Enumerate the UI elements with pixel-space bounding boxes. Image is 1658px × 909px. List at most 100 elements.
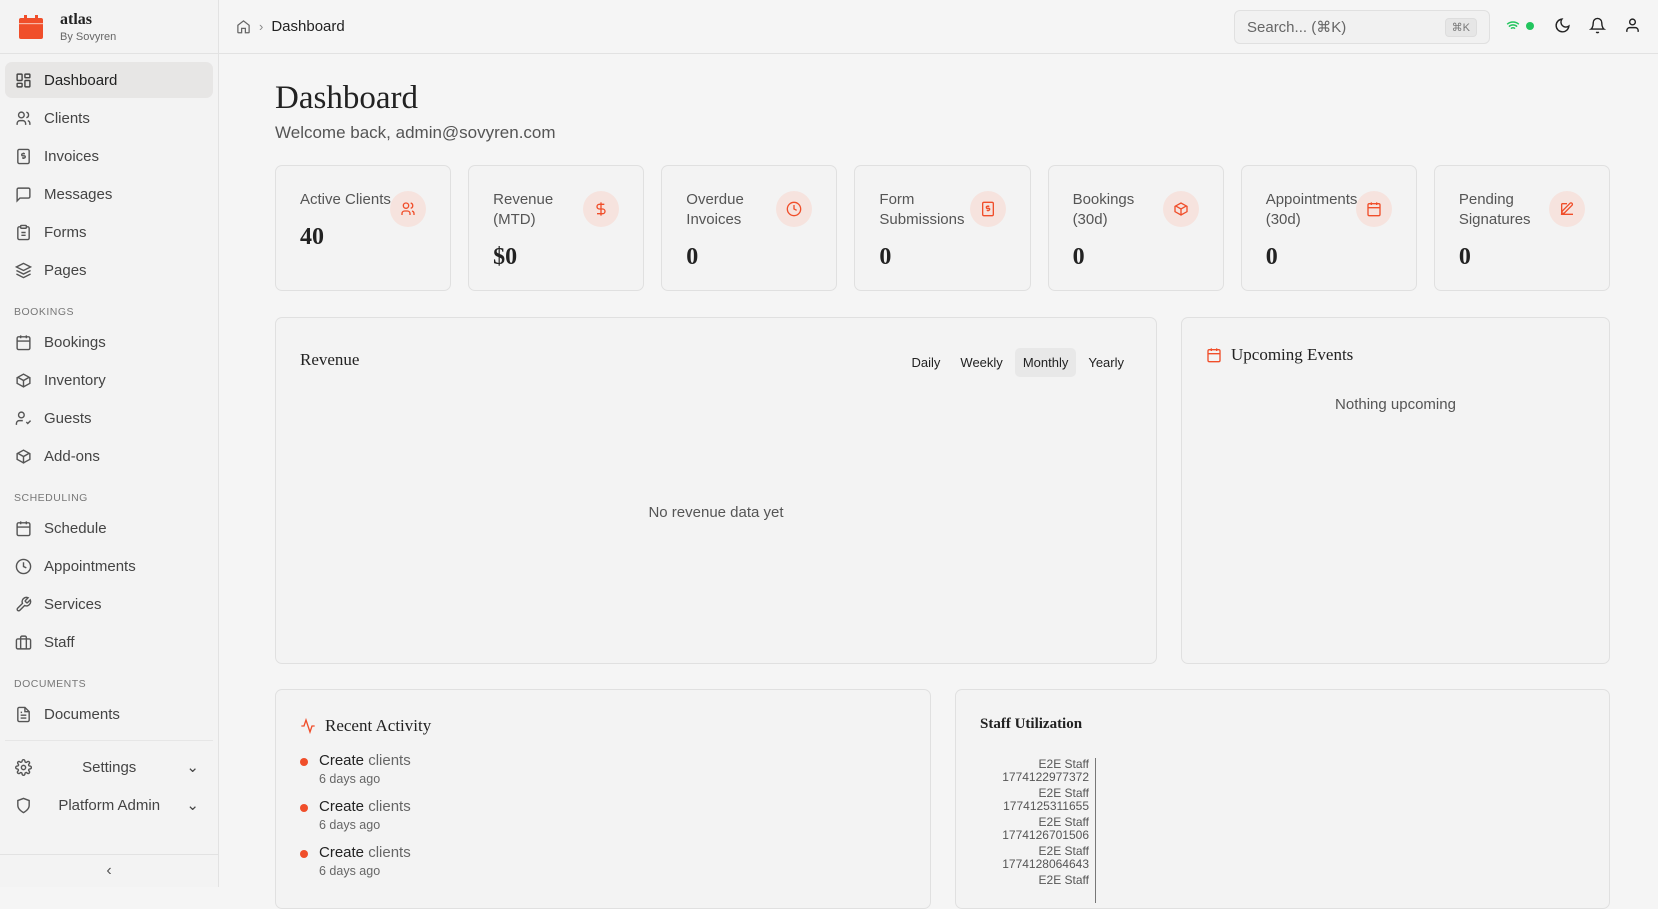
- sidebar-item-dashboard[interactable]: Dashboard: [5, 62, 213, 98]
- shield-icon: [15, 797, 32, 814]
- activity-icon: [301, 718, 315, 734]
- sidebar-bottom: Settings ⌄ Platform Admin ⌄: [5, 740, 213, 825]
- activity-time: 6 days ago: [319, 864, 381, 878]
- tab-weekly[interactable]: Weekly: [960, 355, 1003, 370]
- activity-dot: [300, 758, 308, 766]
- wrench-icon: [15, 596, 32, 613]
- sidebar-item-label: Pages: [44, 261, 87, 279]
- header-actions: [1506, 17, 1658, 34]
- wifi-icon: [1506, 20, 1520, 31]
- box-icon: [1162, 191, 1199, 227]
- recent-activity-card: Recent Activity Create clients 6 days ago…: [275, 689, 931, 909]
- sidebar-item-invoices[interactable]: Invoices: [5, 138, 213, 174]
- stat-value: 0: [879, 244, 892, 270]
- staff-chart-axis: E2E Staff 1774122977372 E2E Staff 17741253…: [980, 758, 1096, 903]
- sidebar-item-services[interactable]: Services: [5, 586, 213, 622]
- staff-tick-label: E2E Staff 1774126701506: [1002, 815, 1089, 842]
- calendar-icon: [1206, 347, 1222, 363]
- breadcrumb: › Dashboard: [236, 18, 345, 35]
- sidebar-item-label: Documents: [44, 705, 120, 723]
- stat-value: $0: [493, 244, 518, 270]
- sidebar-item-label: Services: [44, 595, 102, 613]
- connection-status: [1506, 19, 1534, 33]
- stat-revenue-mtd: Revenue (MTD) $0: [468, 165, 645, 291]
- sidebar-item-documents[interactable]: Documents: [5, 696, 213, 732]
- sidebar-item-guests[interactable]: Guests: [5, 400, 213, 436]
- stats-row: Active Clients 40 Revenue (MTD) $0 Overdue…: [275, 165, 1610, 291]
- revenue-title: Revenue: [300, 350, 360, 369]
- user-icon[interactable]: [1624, 17, 1641, 34]
- calendar-icon: [15, 520, 32, 537]
- sidebar-nav: Dashboard Clients Invoices Messages Form…: [0, 54, 218, 742]
- activity-title: Recent Activity: [325, 716, 432, 735]
- activity-dot: [300, 804, 308, 812]
- user-check-icon: [15, 410, 32, 427]
- users-icon: [390, 191, 427, 227]
- sidebar-item-forms[interactable]: Forms: [5, 214, 213, 250]
- users-icon: [15, 110, 32, 127]
- edit-icon: [1548, 191, 1585, 227]
- events-title: Upcoming Events: [1231, 345, 1354, 364]
- activity-dot: [300, 850, 308, 858]
- staff-tick-label: E2E Staff 1774128064643: [1002, 844, 1089, 871]
- box-icon: [15, 372, 32, 389]
- sidebar-item-schedule[interactable]: Schedule: [5, 510, 213, 546]
- stat-label: Revenue (MTD): [493, 191, 554, 228]
- sidebar-item-inventory[interactable]: Inventory: [5, 362, 213, 398]
- clipboard-icon: [15, 224, 32, 241]
- sidebar-item-label: Staff: [44, 633, 75, 651]
- tab-daily[interactable]: Daily: [911, 355, 941, 370]
- page-title: Dashboard: [275, 80, 418, 116]
- activity-target: clients: [368, 752, 411, 769]
- upcoming-events-card: Upcoming Events Nothing upcoming: [1181, 317, 1610, 664]
- sidebar: atlas By Sovyren Dashboard Clients Invoi…: [0, 0, 219, 887]
- stat-label: Active Clients: [300, 191, 391, 208]
- sidebar-item-label: Dashboard: [44, 71, 118, 89]
- brand-name: atlas: [60, 10, 92, 28]
- chevron-down-icon: ⌄: [186, 759, 199, 776]
- sidebar-item-pages[interactable]: Pages: [5, 252, 213, 288]
- collapse-sidebar-button[interactable]: ‹: [0, 854, 218, 887]
- moon-icon[interactable]: [1554, 17, 1571, 34]
- stat-bookings-30d: Bookings (30d) 0: [1047, 165, 1224, 291]
- staff-tick-label: E2E Staff 1774122977372: [1002, 757, 1089, 784]
- sidebar-item-label: Guests: [44, 409, 92, 427]
- chevron-right-icon: ›: [259, 19, 264, 34]
- dollar-icon: [583, 191, 620, 227]
- clock-icon: [15, 558, 32, 575]
- shortcut-badge: ⌘K: [1444, 17, 1477, 37]
- sidebar-item-label: Messages: [44, 185, 113, 203]
- stat-value: 0: [1072, 244, 1085, 270]
- sidebar-item-platform-admin[interactable]: Platform Admin ⌄: [5, 787, 213, 823]
- brand[interactable]: atlas By Sovyren: [0, 0, 218, 54]
- sidebar-item-clients[interactable]: Clients: [5, 100, 213, 136]
- stat-label: Pending Signatures: [1458, 191, 1531, 228]
- sidebar-item-label: Invoices: [44, 147, 100, 165]
- activity-item[interactable]: Create clients 6 days ago: [300, 752, 411, 786]
- tab-yearly[interactable]: Yearly: [1088, 355, 1124, 370]
- clock-icon: [776, 191, 813, 227]
- sidebar-item-settings[interactable]: Settings ⌄: [5, 749, 213, 785]
- revenue-period-tabs: Daily Weekly Monthly Yearly: [904, 348, 1132, 377]
- search-input[interactable]: Search... (⌘K) ⌘K: [1234, 10, 1490, 44]
- activity-list: Create clients 6 days ago Create clients 6…: [300, 752, 411, 890]
- revenue-card: Revenue Daily Weekly Monthly Yearly No r…: [275, 317, 1157, 664]
- bell-icon[interactable]: [1589, 17, 1606, 34]
- activity-action: Create: [319, 798, 365, 815]
- invoice-icon: [969, 191, 1006, 227]
- revenue-empty-state: No revenue data yet: [648, 504, 784, 521]
- sidebar-item-label: Clients: [44, 109, 90, 127]
- activity-item[interactable]: Create clients 6 days ago: [300, 798, 411, 832]
- stat-label: Form Submissions: [879, 191, 965, 228]
- home-icon[interactable]: [236, 19, 251, 34]
- sidebar-item-staff[interactable]: Staff: [5, 624, 213, 660]
- staff-tick-label: E2E Staff: [1038, 873, 1089, 887]
- sidebar-item-add-ons[interactable]: Add-ons: [5, 438, 213, 474]
- sidebar-item-bookings[interactable]: Bookings: [5, 324, 213, 360]
- tab-monthly[interactable]: Monthly: [1014, 348, 1077, 377]
- sidebar-item-label: Settings: [82, 758, 137, 776]
- gear-icon: [15, 759, 32, 776]
- sidebar-item-messages[interactable]: Messages: [5, 176, 213, 212]
- activity-item[interactable]: Create clients 6 days ago: [300, 844, 411, 878]
- sidebar-item-appointments[interactable]: Appointments: [5, 548, 213, 584]
